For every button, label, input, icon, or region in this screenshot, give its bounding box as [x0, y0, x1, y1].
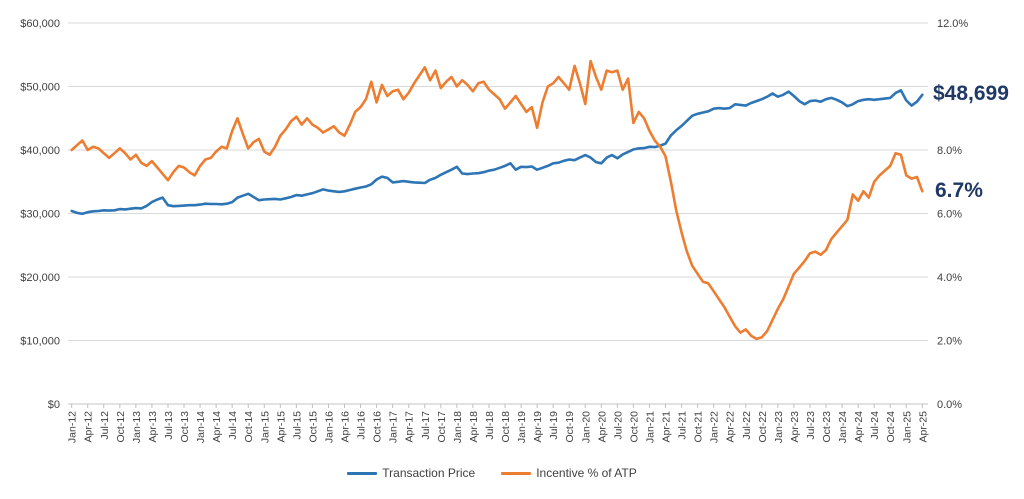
legend-label-transaction-price: Transaction Price — [382, 466, 476, 480]
y-axis-label-left: $60,000 — [20, 18, 60, 30]
legend: Transaction Price Incentive % of ATP — [0, 466, 1004, 480]
x-axis-label: Jan-21 — [644, 411, 656, 443]
y-axis-label-right: 4.0% — [937, 272, 962, 284]
x-axis-label: Apr-18 — [468, 411, 480, 443]
x-axis-label: Jul-12 — [99, 411, 111, 440]
x-axis-label: Jan-23 — [773, 411, 785, 443]
x-axis-label: Jul-21 — [677, 411, 689, 440]
x-axis-label: Apr-19 — [532, 411, 544, 443]
y-axis-label-right: 0.0% — [937, 399, 962, 411]
y-axis-label-left: $40,000 — [20, 145, 60, 157]
x-axis-label: Oct-13 — [179, 411, 191, 443]
x-axis-label: Jul-18 — [484, 411, 496, 440]
x-axis-label: Apr-23 — [789, 411, 801, 443]
x-axis-label: Apr-17 — [404, 411, 416, 443]
x-axis-label: Jan-25 — [901, 411, 913, 443]
x-axis-label: Jan-17 — [388, 411, 400, 443]
x-axis-label: Jul-22 — [741, 411, 753, 440]
x-axis-label: Apr-22 — [725, 411, 737, 443]
x-axis-label: Apr-13 — [147, 411, 159, 443]
x-axis-label: Apr-14 — [211, 411, 223, 443]
incentive-of-atp-line — [70, 59, 924, 341]
x-axis-label: Apr-21 — [661, 411, 673, 443]
legend-item-transaction-price[interactable]: Transaction Price — [347, 466, 475, 480]
x-axis-label: Oct-24 — [885, 411, 897, 443]
x-axis-label: Oct-16 — [372, 411, 384, 443]
x-axis-label: Oct-21 — [693, 411, 705, 443]
x-axis-label: Jan-14 — [195, 411, 207, 443]
y-axis-label-left: $0 — [48, 399, 60, 411]
x-axis-label: Jan-13 — [131, 411, 143, 443]
x-axis-label: Jul-19 — [548, 411, 560, 440]
x-axis-label: Jan-24 — [837, 411, 849, 443]
y-axis-label-left: $10,000 — [20, 336, 60, 348]
x-axis-label: Jul-24 — [869, 411, 881, 440]
y-axis-label-right: 12.0% — [937, 18, 968, 30]
annotation-transaction-price-value: $48,699 — [929, 80, 1013, 107]
x-axis-label: Oct-14 — [243, 411, 255, 443]
x-axis-label: Oct-22 — [757, 411, 769, 443]
y-axis-label-left: $50,000 — [20, 82, 60, 94]
x-axis-label: Jan-20 — [580, 411, 592, 443]
x-axis-label: Jul-17 — [420, 411, 432, 440]
x-axis-label: Oct-12 — [115, 411, 127, 443]
x-axis-label: Oct-19 — [564, 411, 576, 443]
y-axis-label-left: $30,000 — [20, 209, 60, 221]
x-axis-label: Apr-25 — [917, 411, 929, 443]
x-axis-label: Jan-16 — [323, 411, 335, 443]
y-axis-label-right: 2.0% — [937, 336, 962, 348]
x-axis-label: Jan-15 — [259, 411, 271, 443]
incentive-pct-line-icon — [501, 471, 532, 475]
x-axis-label: Jul-15 — [291, 411, 303, 440]
x-axis-label: Oct-17 — [436, 411, 448, 443]
x-axis-label: Apr-20 — [596, 411, 608, 443]
y-axis-label-right: 8.0% — [937, 145, 962, 157]
x-axis-label: Jan-19 — [516, 411, 528, 443]
transaction-price-line-icon — [347, 471, 378, 475]
x-axis-label: Oct-20 — [628, 411, 640, 443]
legend-item-incentive-pct[interactable]: Incentive % of ATP — [501, 466, 637, 480]
x-axis-label: Oct-15 — [307, 411, 319, 443]
transaction-price-line — [70, 89, 924, 216]
x-axis-label: Jul-20 — [612, 411, 624, 440]
x-axis-label: Oct-23 — [821, 411, 833, 443]
x-axis-label: Apr-16 — [340, 411, 352, 443]
x-axis-label: Jan-12 — [67, 411, 79, 443]
x-axis-label: Jul-14 — [227, 411, 239, 440]
annotation-incentive-value: 6.7% — [931, 178, 987, 205]
y-axis-label-left: $20,000 — [20, 272, 60, 284]
x-axis-label: Apr-24 — [853, 411, 865, 443]
x-axis-label: Apr-15 — [275, 411, 287, 443]
x-axis-label: Jul-16 — [356, 411, 368, 440]
x-axis-label: Jan-22 — [709, 411, 721, 443]
x-axis-label: Apr-12 — [83, 411, 95, 443]
legend-label-incentive-pct: Incentive % of ATP — [536, 466, 637, 480]
x-axis-label: Jul-13 — [163, 411, 175, 440]
x-axis-label: Jan-18 — [452, 411, 464, 443]
x-axis-label: Jul-23 — [805, 411, 817, 440]
x-axis-label: Oct-18 — [500, 411, 512, 443]
y-axis-label-right: 6.0% — [937, 209, 962, 221]
